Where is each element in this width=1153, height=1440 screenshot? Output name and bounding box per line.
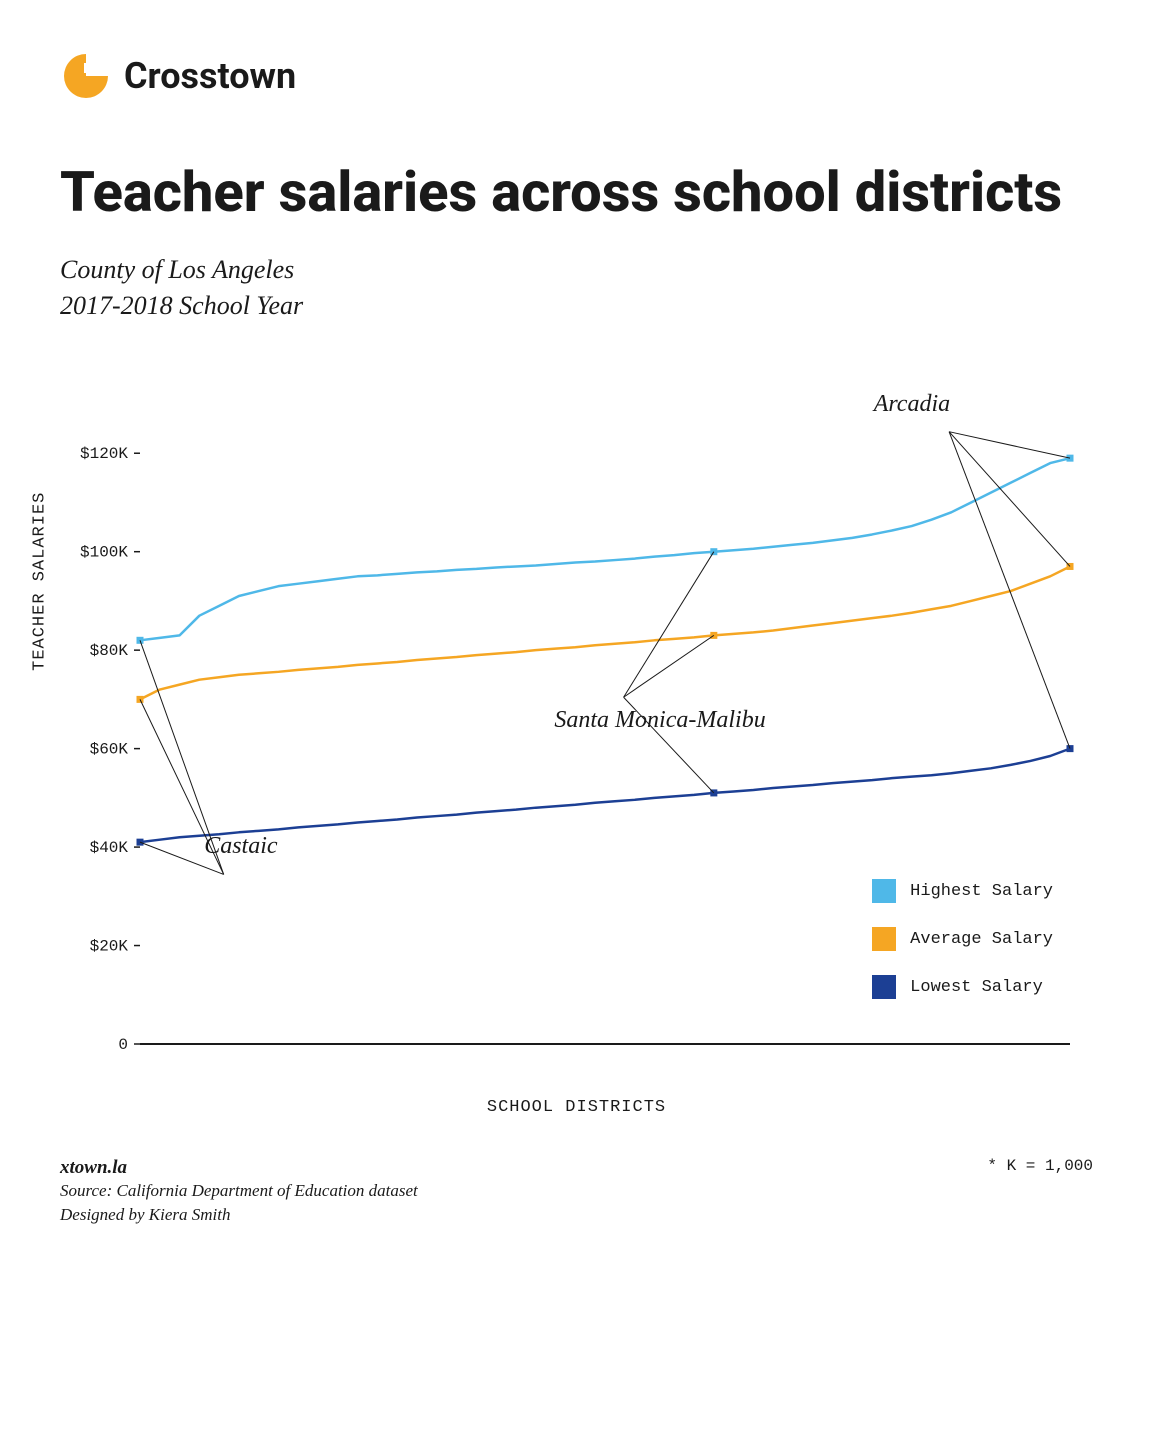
footer-designer: Designed by Kiera Smith (60, 1203, 947, 1227)
svg-text:$20K: $20K (90, 938, 129, 956)
page-title: Teacher salaries across school districts (60, 162, 1093, 224)
legend-label-average: Average Salary (910, 930, 1053, 949)
legend-label-lowest: Lowest Salary (910, 978, 1043, 997)
chart-container: TEACHER SALARIES 0$20K$40K$60K$80K$100K$… (60, 384, 1093, 1117)
legend: Highest Salary Average Salary Lowest Sal… (862, 871, 1063, 1007)
footer-source: Source: California Department of Educati… (60, 1179, 947, 1203)
legend-swatch-lowest (872, 975, 896, 999)
x-axis-label: SCHOOL DISTRICTS (60, 1098, 1093, 1117)
logo-mark (60, 50, 112, 102)
y-axis-label: TEACHER SALARIES (31, 492, 50, 671)
svg-text:0: 0 (118, 1036, 128, 1054)
footer-note: * K = 1,000 (987, 1157, 1093, 1175)
svg-text:$80K: $80K (90, 643, 129, 661)
footer-left: xtown.la Source: California Department o… (60, 1157, 947, 1227)
legend-label-highest: Highest Salary (910, 882, 1053, 901)
subtitle-line1: County of Los Angeles (60, 252, 1093, 288)
footer: xtown.la Source: California Department o… (60, 1157, 1093, 1227)
legend-item-lowest: Lowest Salary (872, 975, 1053, 999)
svg-text:$60K: $60K (90, 741, 129, 759)
logo-text: Crosstown (124, 55, 296, 97)
svg-text:$120K: $120K (80, 446, 128, 464)
svg-text:$40K: $40K (90, 839, 129, 857)
footer-brand: xtown.la (60, 1157, 947, 1179)
subtitle: County of Los Angeles 2017-2018 School Y… (60, 252, 1093, 325)
legend-swatch-highest (872, 879, 896, 903)
legend-swatch-average (872, 927, 896, 951)
logo-row: Crosstown (60, 50, 1093, 102)
legend-item-highest: Highest Salary (872, 879, 1053, 903)
svg-text:$100K: $100K (80, 544, 128, 562)
subtitle-line2: 2017-2018 School Year (60, 288, 1093, 324)
legend-item-average: Average Salary (872, 927, 1053, 951)
